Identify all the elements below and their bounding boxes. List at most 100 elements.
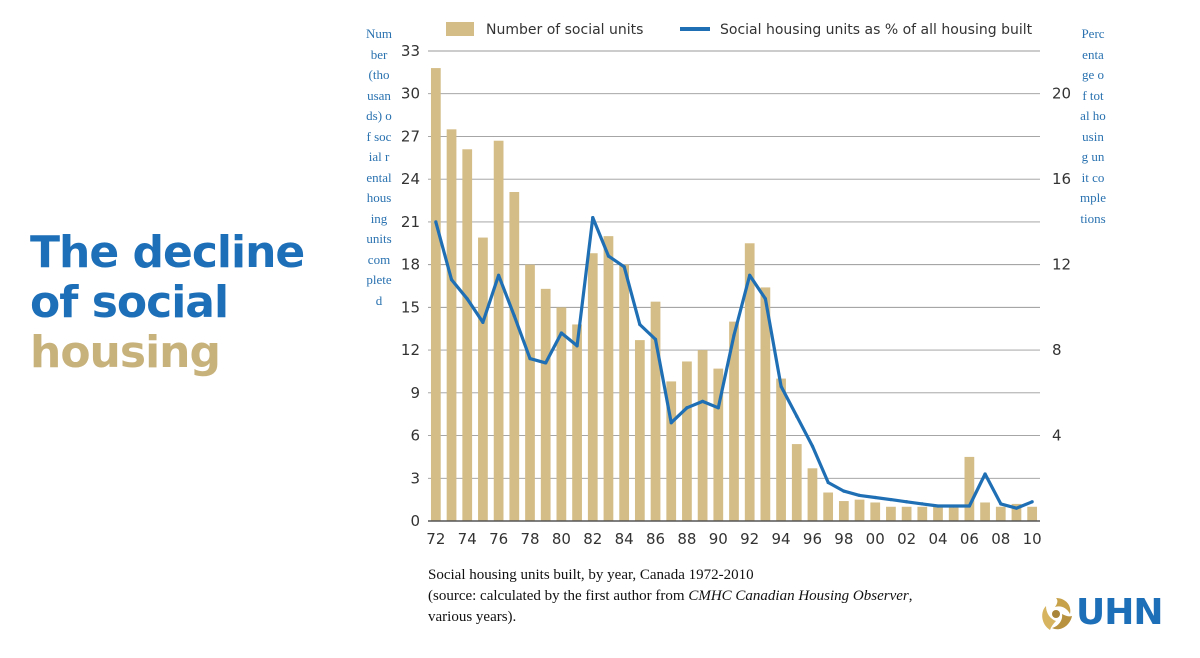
- x-tick-label: 92: [740, 530, 759, 548]
- bar: [917, 506, 928, 521]
- bar: [525, 264, 535, 521]
- y-tick-label: 27: [401, 127, 420, 145]
- legend-label-line: Social housing units as % of all housing…: [720, 22, 1033, 38]
- x-tick-label: 76: [489, 530, 508, 548]
- caption-line-1: Social housing units built, by year, Can…: [428, 567, 754, 583]
- bar: [572, 324, 582, 521]
- uhn-swirl-logo-icon: [1042, 598, 1072, 630]
- line-point: [528, 357, 532, 361]
- y-tick-label: 33: [401, 42, 420, 60]
- x-tick-label: 84: [615, 530, 634, 548]
- line-point: [512, 314, 516, 318]
- bar: [446, 129, 457, 522]
- x-tick-label: 08: [991, 530, 1010, 548]
- x-tick-label: 88: [677, 530, 696, 548]
- line-point: [653, 337, 658, 342]
- left-axis-title: Number (thousands) of social rental hous…: [366, 26, 392, 308]
- line-point: [497, 273, 501, 277]
- line-point: [465, 297, 469, 301]
- logo-text: UHN: [1076, 592, 1163, 633]
- y2-tick-label: 8: [1052, 341, 1062, 359]
- line-point: [905, 500, 909, 504]
- line-point: [873, 495, 877, 500]
- bar: [791, 444, 802, 521]
- line-point: [575, 344, 579, 348]
- bar: [776, 378, 786, 521]
- y-tick-label: 24: [401, 170, 420, 188]
- y-tick-label: 6: [410, 427, 420, 445]
- bar: [886, 506, 896, 521]
- social-housing-chart: 0 3 6 9 12 15 18 21 24 27 30 33 4 8 12 16 20 72 74 76 78 80 82…: [401, 22, 1071, 548]
- caption-source-prefix: (source: calculated by the first author …: [428, 588, 689, 604]
- bar: [587, 253, 598, 521]
- bar: [1027, 506, 1038, 521]
- x-tick-label: 72: [426, 530, 445, 548]
- line-point: [826, 480, 830, 485]
- line-point: [967, 504, 971, 508]
- chart-caption: Social housing units built, by year, Can…: [428, 565, 1028, 628]
- y-tick-label: 30: [401, 85, 420, 103]
- bar: [619, 264, 630, 521]
- slide-title: The decline of social housing: [30, 228, 360, 378]
- line-point: [920, 502, 924, 506]
- line-point: [795, 414, 799, 418]
- y-tick-label: 21: [401, 213, 420, 231]
- line-point: [716, 406, 720, 410]
- slide-title-line-3: housing: [30, 327, 221, 378]
- bar: [682, 361, 692, 521]
- bar: [933, 506, 943, 521]
- bar: [430, 68, 441, 521]
- x-tick-label: 78: [520, 530, 539, 548]
- bar: [901, 506, 912, 521]
- y-tick-label: 0: [410, 512, 420, 530]
- x-tick-label: 86: [646, 530, 665, 548]
- y2-tick-label: 12: [1052, 256, 1071, 274]
- line-point: [622, 265, 626, 269]
- line-point: [779, 384, 783, 389]
- bar: [760, 287, 771, 521]
- x-tick-label: 06: [960, 530, 979, 548]
- legend-label-bars: Number of social units: [486, 22, 643, 38]
- bar: [995, 506, 1006, 521]
- bar: [980, 502, 990, 521]
- line-point: [999, 502, 1003, 506]
- bar: [556, 307, 567, 521]
- line-point: [763, 297, 767, 301]
- bar: [744, 243, 755, 522]
- bar: [478, 237, 488, 522]
- y-tick-label: 9: [410, 384, 420, 402]
- legend-swatch-bars: [446, 22, 474, 36]
- bar: [603, 236, 614, 521]
- bar: [964, 456, 975, 521]
- bar: [854, 499, 865, 521]
- bar: [509, 192, 520, 521]
- x-tick-label: 80: [552, 530, 571, 548]
- x-tick-label: 98: [834, 530, 853, 548]
- line-point: [591, 216, 595, 220]
- y-tick-label: 15: [401, 298, 420, 316]
- bar: [666, 381, 677, 521]
- x-tick-label: 10: [1023, 530, 1042, 548]
- bar: [870, 502, 881, 521]
- bar: [540, 288, 551, 521]
- bar: [807, 468, 818, 521]
- line-point: [842, 489, 846, 493]
- bar: [948, 506, 959, 521]
- bar: [713, 368, 724, 521]
- line-point: [952, 504, 956, 508]
- line-point: [1014, 506, 1019, 510]
- y2-tick-label: 16: [1052, 170, 1071, 188]
- x-tick-label: 00: [866, 530, 885, 548]
- line-point: [434, 220, 438, 224]
- line-point: [481, 320, 485, 324]
- bar: [462, 149, 473, 522]
- uhn-logo: UHN: [1036, 592, 1176, 636]
- line-point: [449, 277, 454, 282]
- line-point: [701, 399, 705, 403]
- bar: [838, 501, 849, 521]
- caption-source-suffix: ,: [908, 588, 913, 604]
- caption-line-3: various years).: [428, 609, 517, 625]
- bar: [1011, 503, 1022, 521]
- slide-title-line-1: The decline: [30, 227, 305, 278]
- line-point: [810, 444, 815, 448]
